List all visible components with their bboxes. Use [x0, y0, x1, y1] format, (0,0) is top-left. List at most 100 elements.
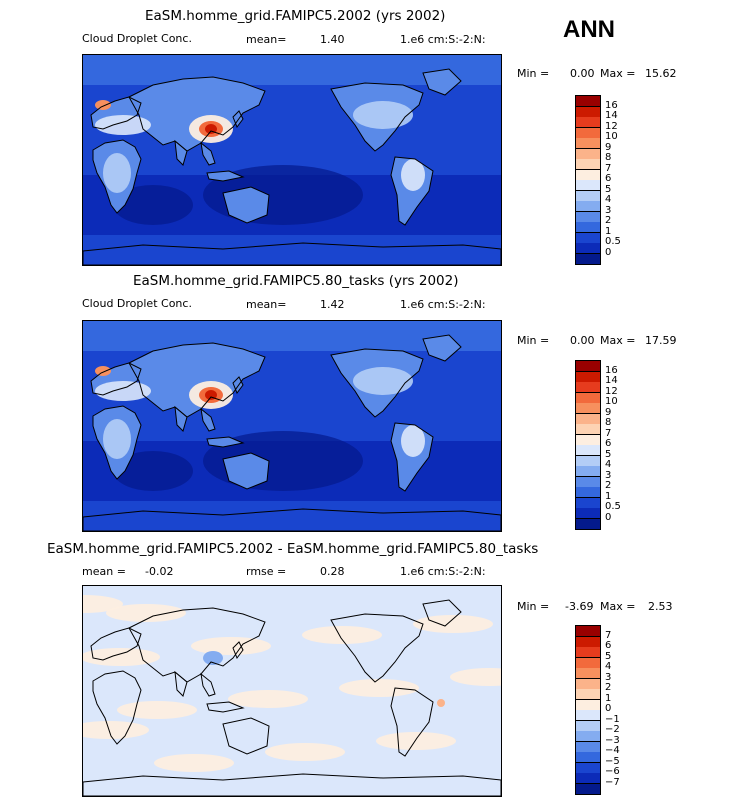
colorbar-tick-label: 0.5	[605, 236, 621, 247]
colorbar-cell	[576, 127, 600, 139]
max-value: 15.62	[645, 67, 677, 80]
positive-difference-patch	[376, 732, 456, 750]
positive-difference-patch	[302, 626, 382, 644]
colorbar-cell	[576, 487, 600, 498]
colorbar-cell	[576, 720, 600, 732]
coastline-africa	[92, 139, 142, 214]
colorbar-cell	[576, 371, 600, 383]
colorbar-tick-label: 3	[605, 469, 612, 481]
colorbar-tick-label: 2	[605, 215, 612, 226]
colorbar-tick-label: 0	[605, 511, 612, 523]
colorbar-cell	[576, 361, 600, 372]
mean-value: 1.42	[320, 298, 345, 311]
colorbar-tick-label: 16	[605, 99, 618, 111]
land-field-india	[175, 141, 187, 165]
colorbar-cell	[576, 211, 600, 223]
colorbar-tick-label: 6	[605, 640, 612, 651]
coastline-antarctica	[83, 242, 501, 265]
rmse-value: 0.28	[320, 565, 345, 578]
colorbar-tick-label: 16	[605, 364, 618, 376]
mean-label: mean=	[246, 298, 287, 311]
colorbar-tick-label: −2	[605, 724, 620, 735]
colorbar-tick-label: −5	[605, 755, 620, 767]
colorbar-tick-label: 5	[605, 448, 612, 460]
colorbar-tick-label: 1	[605, 490, 612, 502]
europe-high-region	[95, 115, 151, 135]
positive-difference-patch	[83, 648, 160, 666]
colorbar-tick-label: 7	[605, 629, 612, 641]
colorbar-cell	[576, 413, 600, 425]
europe-peak	[95, 100, 111, 110]
europe-peak	[95, 366, 111, 376]
colorbar-tick-label: 6	[605, 173, 612, 184]
colorbar-cell	[576, 382, 600, 393]
max-label: Max =	[600, 600, 636, 613]
positive-difference-patch	[339, 679, 419, 697]
colorbar-cell	[576, 138, 600, 149]
colorbar-tick-label: 10	[605, 396, 618, 407]
colorbar-cell	[576, 190, 600, 202]
coastline-indonesia	[206, 170, 245, 182]
colorbar-cell	[576, 476, 600, 488]
colorbar-cell	[576, 689, 600, 700]
coastline-japan	[232, 110, 244, 129]
colorbar-tick-label: 14	[605, 375, 618, 386]
colorbar-cell	[576, 403, 600, 414]
coastline-europe	[90, 96, 142, 130]
panel-title: EaSM.homme_grid.FAMIPC5.2002 (yrs 2002)	[145, 8, 446, 24]
africa-mid-region	[103, 419, 131, 459]
namerica-mid-region	[353, 367, 413, 395]
colorbar-cell	[576, 466, 600, 477]
indian-ocean-low-region	[113, 185, 193, 225]
coastline-samerica	[390, 156, 434, 226]
africa-mid-region	[103, 153, 131, 193]
colorbar-cell	[576, 159, 600, 170]
variable-name: Cloud Droplet Conc.	[82, 297, 192, 310]
positive-difference-patch	[83, 721, 149, 739]
positive-difference-patch	[413, 615, 493, 633]
colorbar-tick-label: 5	[605, 650, 612, 662]
variable-name: Cloud Droplet Conc.	[82, 32, 192, 45]
colorbar-cell	[576, 762, 600, 774]
coastline-india	[174, 670, 188, 697]
coastline-samerica	[390, 422, 434, 492]
colorbar-box	[575, 360, 601, 530]
colorbar-cell	[576, 741, 600, 753]
colorbar-cell	[576, 752, 600, 763]
positive-difference-patch	[265, 743, 345, 761]
colorbar-tick-label: 0	[605, 246, 612, 258]
eastasia-negative-patch	[203, 651, 223, 665]
colorbar-tick-label: −1	[605, 713, 620, 725]
colorbar-tick-label: 3	[605, 204, 612, 216]
land-field-asia	[129, 77, 265, 151]
colorbar-tick-label: 0	[605, 703, 612, 714]
colorbar-tick-label: 2	[605, 682, 612, 693]
land-field-asia	[129, 343, 265, 417]
colorbar-tick-label: 4	[605, 194, 612, 205]
colorbar-cell	[576, 657, 600, 669]
positive-difference-patch	[228, 690, 308, 708]
colorbar-tick-label: 1	[605, 692, 612, 704]
coastline-seasia	[200, 407, 216, 432]
season-label: ANN	[563, 16, 615, 43]
colorbar-tick-label: 8	[605, 152, 612, 163]
coastline-namerica	[330, 348, 424, 418]
coastline-asia	[128, 76, 266, 152]
panel-title: EaSM.homme_grid.FAMIPC5.2002 - EaSM.homm…	[47, 541, 539, 557]
colorbar-tick-label: 7	[605, 162, 612, 174]
max-value: 2.53	[648, 600, 673, 613]
coastline-india	[174, 405, 188, 432]
coastline-seasia	[200, 672, 216, 697]
coastline-antarctica	[83, 773, 501, 796]
min-value: -3.69	[565, 600, 594, 613]
colorbar-cell	[576, 424, 600, 435]
positive-difference-patch	[191, 637, 271, 655]
colorbar-tick-label: 9	[605, 406, 612, 418]
map-plot	[82, 585, 502, 797]
colorbar-box	[575, 625, 601, 795]
coastline-australia	[222, 452, 270, 490]
land-field-australia	[223, 453, 269, 489]
coastline-europe	[90, 627, 142, 661]
coastline-europe	[90, 362, 142, 396]
colorbar-tick-label: 1	[605, 225, 612, 237]
